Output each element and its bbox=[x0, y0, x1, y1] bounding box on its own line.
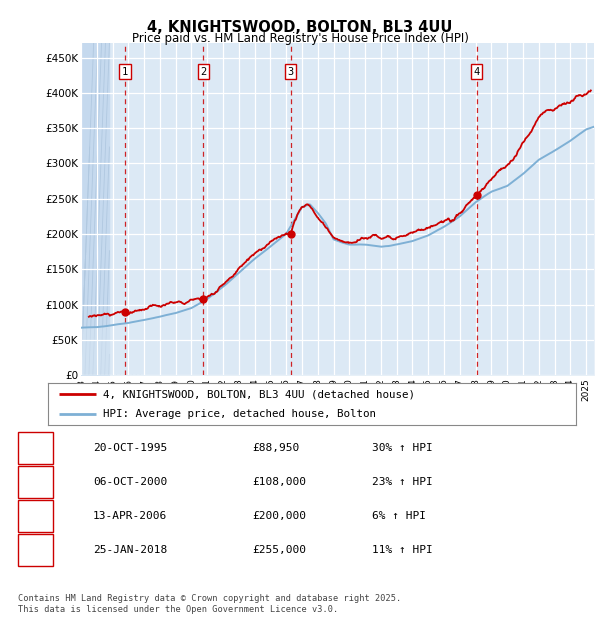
Text: 30% ↑ HPI: 30% ↑ HPI bbox=[372, 443, 433, 453]
Text: £88,950: £88,950 bbox=[252, 443, 299, 453]
Text: £200,000: £200,000 bbox=[252, 511, 306, 521]
Text: 4, KNIGHTSWOOD, BOLTON, BL3 4UU: 4, KNIGHTSWOOD, BOLTON, BL3 4UU bbox=[148, 20, 452, 35]
Text: 13-APR-2006: 13-APR-2006 bbox=[93, 511, 167, 521]
Text: 2: 2 bbox=[200, 66, 206, 77]
Text: 1: 1 bbox=[32, 443, 39, 453]
Text: 1: 1 bbox=[122, 66, 128, 77]
Text: Price paid vs. HM Land Registry's House Price Index (HPI): Price paid vs. HM Land Registry's House … bbox=[131, 32, 469, 45]
Text: 2: 2 bbox=[32, 477, 39, 487]
Text: 3: 3 bbox=[32, 511, 39, 521]
Text: 11% ↑ HPI: 11% ↑ HPI bbox=[372, 545, 433, 556]
Text: 25-JAN-2018: 25-JAN-2018 bbox=[93, 545, 167, 556]
Text: 3: 3 bbox=[287, 66, 294, 77]
Text: HPI: Average price, detached house, Bolton: HPI: Average price, detached house, Bolt… bbox=[103, 409, 376, 419]
Text: Contains HM Land Registry data © Crown copyright and database right 2025.
This d: Contains HM Land Registry data © Crown c… bbox=[18, 595, 401, 614]
Text: 06-OCT-2000: 06-OCT-2000 bbox=[93, 477, 167, 487]
Text: 4, KNIGHTSWOOD, BOLTON, BL3 4UU (detached house): 4, KNIGHTSWOOD, BOLTON, BL3 4UU (detache… bbox=[103, 389, 415, 399]
Text: 23% ↑ HPI: 23% ↑ HPI bbox=[372, 477, 433, 487]
Text: £255,000: £255,000 bbox=[252, 545, 306, 556]
Text: £108,000: £108,000 bbox=[252, 477, 306, 487]
Text: 4: 4 bbox=[32, 545, 39, 556]
Text: 6% ↑ HPI: 6% ↑ HPI bbox=[372, 511, 426, 521]
Text: 20-OCT-1995: 20-OCT-1995 bbox=[93, 443, 167, 453]
Text: 4: 4 bbox=[473, 66, 480, 77]
